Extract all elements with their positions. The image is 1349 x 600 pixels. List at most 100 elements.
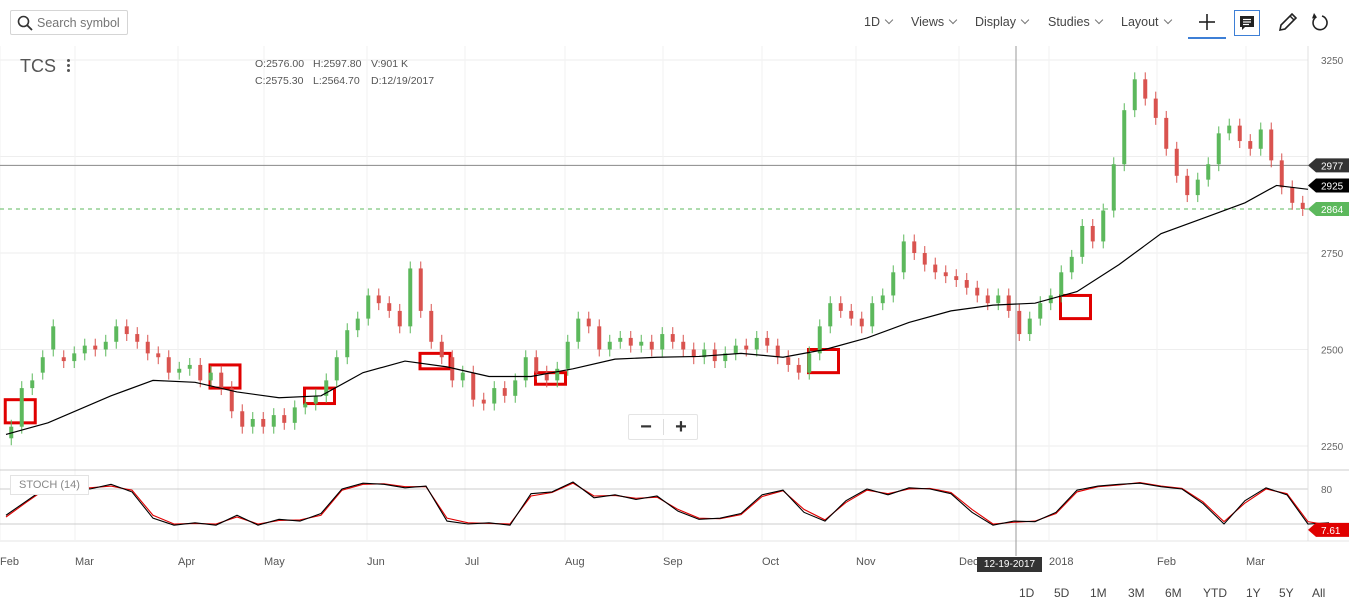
candle [744,345,749,350]
candle [355,318,360,331]
zoom-out-button[interactable]: − [640,416,652,438]
candle [82,345,87,354]
range-button-1d[interactable]: 1D [1019,586,1035,600]
candle [975,287,980,296]
candle [880,295,885,304]
crosshair-date-flag: 12-19-2017 [977,557,1042,572]
candle [177,368,182,373]
candle [513,380,518,396]
range-button-5d[interactable]: 5D [1054,586,1070,600]
candle [1227,125,1232,134]
ma-value-label: 2925 [1321,181,1344,192]
candle [901,241,906,273]
candle [723,353,728,362]
ohlc-high: H:2597.80 [313,58,362,70]
range-button-5y[interactable]: 5Y [1279,586,1294,600]
search-input[interactable] [37,14,125,31]
price-chart[interactable]: 3250 2750 2500 2250 80 Feb Mar Apr May Jun Jul Aug S… [0,44,1349,572]
last-price-flag [1308,201,1349,216]
candle [996,295,1001,304]
candle [828,303,833,327]
layout-menu[interactable]: Layout [1121,15,1172,29]
range-button-1m[interactable]: 1M [1090,586,1107,600]
zoom-in-button[interactable]: + [675,416,687,438]
candle [376,295,381,304]
candle [156,353,161,358]
candle [534,357,539,373]
price-tick-label: 2750 [1321,249,1344,260]
candle [628,337,633,346]
range-button-ytd[interactable]: YTD [1203,586,1227,600]
highlight-box [418,351,452,371]
display-menu[interactable]: Display [975,15,1030,29]
refresh-icon [1312,13,1328,31]
chevron-down-icon [948,15,958,25]
candle [1290,187,1295,203]
candle [681,341,686,350]
zoom-separator [663,419,664,435]
candle [639,341,644,346]
range-selector: 1D 5D 1M 3M 6M YTD 1Y 5Y All [0,572,1349,600]
range-button-6m[interactable]: 6M [1165,586,1182,600]
candle [51,326,56,350]
candle [607,341,612,350]
stoch-study-label[interactable]: STOCH (14) [10,475,89,495]
time-tick-label: Feb [0,556,19,568]
axes: 3250 2750 2500 2250 80 Feb Mar Apr May Jun Jul Aug S… [0,56,1344,568]
stoch-value-flag [1308,522,1349,537]
crosshair-button[interactable] [1188,8,1226,39]
candle [765,337,770,346]
candle [303,403,308,408]
candle [387,303,392,311]
time-tick-label: Oct [762,556,779,568]
candlestick-series [9,72,1305,446]
candle [807,353,812,373]
candle [1122,110,1127,165]
time-tick-label: Nov [856,556,876,568]
time-tick-label: Apr [178,556,195,568]
symbol-title: TCS [20,56,56,76]
crosshair-icon [1199,14,1215,30]
symbol-options-icon[interactable] [66,59,72,75]
candle [124,326,129,335]
layout-label: Layout [1121,15,1159,29]
candle [1248,141,1253,149]
candle [985,295,990,304]
price-tick-label: 3250 [1321,56,1344,67]
candle [1237,125,1242,142]
candle [733,345,738,354]
time-tick-label: Feb [1157,556,1176,568]
candle [1080,225,1085,257]
draw-button[interactable] [1274,8,1302,36]
studies-menu[interactable]: Studies [1048,15,1103,29]
candle [691,349,696,358]
candle [261,418,266,427]
ohlc-low: L:2564.70 [313,75,360,87]
price-markers: 2977 2925 2864 7.61 [1308,158,1349,537]
views-menu[interactable]: Views [911,15,958,29]
range-button-all[interactable]: All [1312,586,1326,600]
candle [313,395,318,404]
candle [649,341,654,350]
candle [618,337,623,342]
time-tick-label: Mar [1246,556,1265,568]
highlight-box [208,363,242,390]
range-button-1y[interactable]: 1Y [1246,586,1261,600]
candle [429,310,434,342]
candle [1206,164,1211,180]
ohlc-close: C:2575.30 [255,75,304,87]
comment-button[interactable] [1234,10,1260,36]
time-tick-label: 2018 [1049,556,1073,568]
reset-button[interactable] [1306,8,1334,36]
candle [576,318,581,342]
candle [775,345,780,358]
range-button-3m[interactable]: 3M [1128,586,1145,600]
search-box[interactable] [10,10,128,35]
candle [397,310,402,327]
candle [229,388,234,412]
interval-menu[interactable]: 1D [864,15,894,29]
candle [1195,179,1200,196]
candle [1090,225,1095,242]
candle [922,253,927,265]
candle [292,407,297,423]
